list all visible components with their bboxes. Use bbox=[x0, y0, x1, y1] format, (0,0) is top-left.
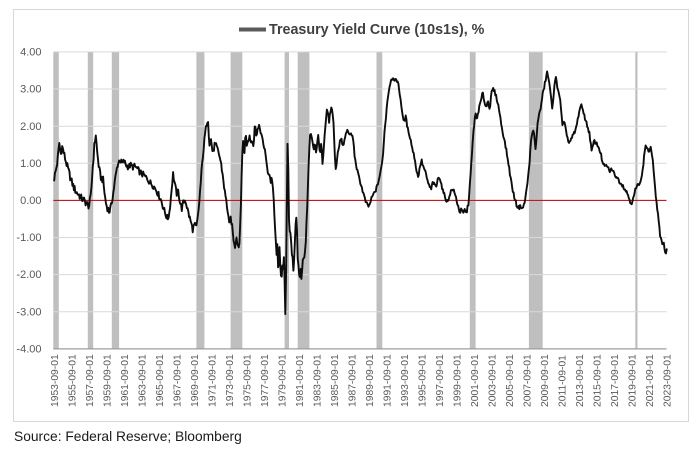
svg-text:1985-09-01: 1985-09-01 bbox=[330, 354, 341, 407]
svg-text:4.00: 4.00 bbox=[20, 47, 41, 59]
svg-text:1963-09-01: 1963-09-01 bbox=[138, 354, 149, 407]
svg-text:1997-09-01: 1997-09-01 bbox=[435, 354, 446, 407]
svg-text:2013-09-01: 2013-09-01 bbox=[575, 354, 586, 407]
svg-text:1961-09-01: 1961-09-01 bbox=[120, 354, 131, 407]
svg-text:2011-09-01: 2011-09-01 bbox=[558, 355, 569, 407]
svg-text:1.00: 1.00 bbox=[20, 158, 41, 170]
svg-text:2.00: 2.00 bbox=[20, 121, 41, 133]
svg-text:-1.00: -1.00 bbox=[16, 232, 41, 244]
svg-text:1987-09-01: 1987-09-01 bbox=[348, 354, 359, 407]
svg-text:3.00: 3.00 bbox=[20, 84, 41, 96]
svg-text:1989-09-01: 1989-09-01 bbox=[365, 354, 376, 407]
svg-text:2023-09-01: 2023-09-01 bbox=[663, 354, 674, 407]
svg-text:2003-09-01: 2003-09-01 bbox=[488, 354, 499, 407]
svg-text:-2.00: -2.00 bbox=[16, 269, 41, 281]
svg-text:1957-09-01: 1957-09-01 bbox=[85, 354, 96, 407]
svg-text:2007-09-01: 2007-09-01 bbox=[523, 354, 534, 407]
svg-text:1959-09-01: 1959-09-01 bbox=[103, 354, 114, 407]
svg-text:1953-09-01: 1953-09-01 bbox=[50, 354, 61, 407]
svg-text:2009-09-01: 2009-09-01 bbox=[540, 354, 551, 407]
svg-text:2001-09-01: 2001-09-01 bbox=[470, 354, 481, 407]
svg-text:1993-09-01: 1993-09-01 bbox=[400, 354, 411, 407]
svg-text:1991-09-01: 1991-09-01 bbox=[383, 354, 394, 407]
svg-text:1973-09-01: 1973-09-01 bbox=[225, 354, 236, 407]
svg-text:2005-09-01: 2005-09-01 bbox=[505, 354, 516, 407]
svg-text:2017-09-01: 2017-09-01 bbox=[610, 354, 621, 407]
svg-text:-4.00: -4.00 bbox=[16, 344, 41, 356]
svg-text:1983-09-01: 1983-09-01 bbox=[313, 354, 324, 407]
svg-text:2021-09-01: 2021-09-01 bbox=[645, 354, 656, 407]
svg-text:1965-09-01: 1965-09-01 bbox=[155, 354, 166, 407]
svg-text:Treasury Yield Curve (10s1s),: Treasury Yield Curve (10s1s), % bbox=[269, 22, 485, 38]
svg-text:1999-09-01: 1999-09-01 bbox=[453, 354, 464, 407]
svg-text:1981-09-01: 1981-09-01 bbox=[295, 354, 306, 407]
svg-text:1995-09-01: 1995-09-01 bbox=[418, 354, 429, 407]
svg-text:1977-09-01: 1977-09-01 bbox=[260, 354, 271, 407]
svg-text:1971-09-01: 1971-09-01 bbox=[208, 354, 219, 407]
svg-text:1967-09-01: 1967-09-01 bbox=[173, 354, 184, 407]
svg-text:1969-09-01: 1969-09-01 bbox=[190, 354, 201, 407]
svg-text:-3.00: -3.00 bbox=[16, 306, 41, 318]
svg-text:1975-09-01: 1975-09-01 bbox=[243, 354, 254, 407]
svg-text:2015-09-01: 2015-09-01 bbox=[593, 354, 604, 407]
svg-text:2019-09-01: 2019-09-01 bbox=[628, 354, 639, 407]
svg-text:1955-09-01: 1955-09-01 bbox=[68, 354, 79, 407]
svg-text:0.00: 0.00 bbox=[20, 195, 41, 207]
svg-text:1979-09-01: 1979-09-01 bbox=[278, 354, 289, 407]
